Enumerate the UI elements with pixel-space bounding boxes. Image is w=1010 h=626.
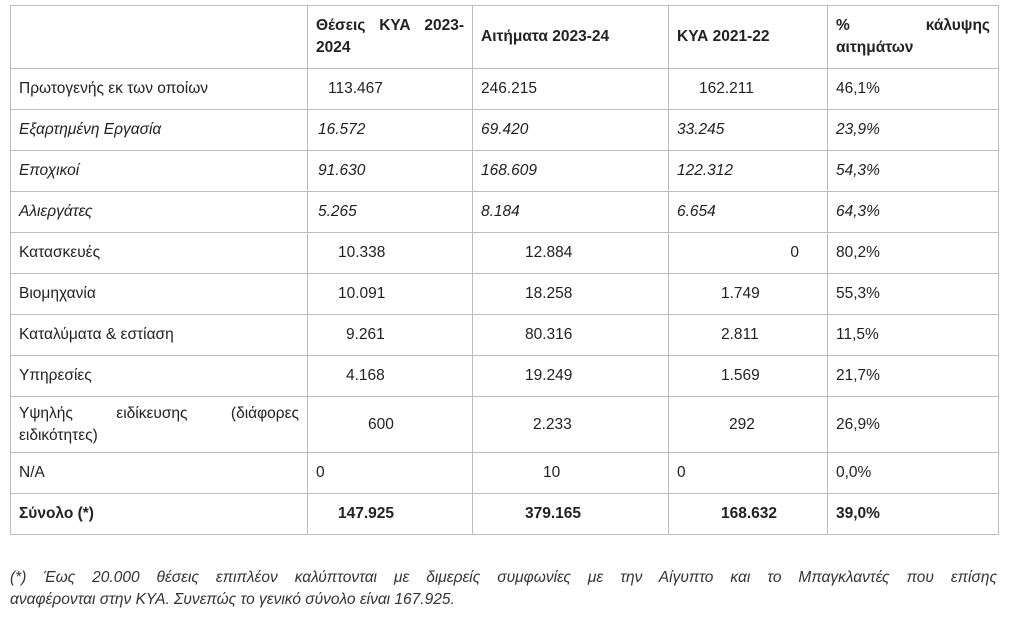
cell-pct: 21,7%	[827, 355, 999, 397]
cell-pct: 64,3%	[827, 191, 999, 233]
table-row: Αλιεργάτες 5.265 8.184 6.654 64,3%	[10, 191, 999, 233]
table-row: Καταλύματα & εστίαση 9.261 80.316 2.811 …	[10, 314, 999, 356]
cell-kya2324: 4.168	[307, 355, 473, 397]
cell-kya2324: 10.338	[307, 232, 473, 274]
table-row: Κατασκευές 10.338 12.884 0 80,2%	[10, 232, 999, 274]
cell-kya2324: 91.630	[307, 150, 473, 192]
cell-aitimata: 8.184	[472, 191, 669, 233]
cell-aitimata: 12.884	[472, 232, 669, 274]
cell-kya2122: 1.749	[668, 273, 828, 315]
cell-aitimata: 18.258	[472, 273, 669, 315]
cell-aitimata: 379.165	[472, 493, 669, 535]
header-empty	[10, 5, 308, 69]
cell-kya2122: 122.312	[668, 150, 828, 192]
footnote: (*) Έως 20.000 θέσεις επιπλέον καλύπτοντ…	[10, 567, 997, 611]
cell-kya2324: 147.925	[307, 493, 473, 535]
cell-kya2122: 0	[668, 452, 828, 494]
cell-aitimata: 10	[472, 452, 669, 494]
cell-pct: 54,3%	[827, 150, 999, 192]
cell-pct: 55,3%	[827, 273, 999, 315]
cell-pct: 26,9%	[827, 396, 999, 453]
cell-kya2324: 0	[307, 452, 473, 494]
cell-pct: 80,2%	[827, 232, 999, 274]
row-label: Καταλύματα & εστίαση	[10, 314, 308, 356]
cell-aitimata: 246.215	[472, 68, 669, 110]
cell-pct: 46,1%	[827, 68, 999, 110]
cell-aitimata: 168.609	[472, 150, 669, 192]
table-row: Εξαρτημένη Εργασία 16.572 69.420 33.245 …	[10, 109, 999, 151]
permits-table: Θέσεις ΚΥΑ 2023- 2024 Αιτήματα 2023-24 ΚΥ…	[10, 5, 999, 535]
cell-kya2122: 33.245	[668, 109, 828, 151]
row-label: Αλιεργάτες	[10, 191, 308, 233]
table-row: N/A 0 10 0 0,0%	[10, 452, 999, 494]
table-total-row: Σύνολο (*) 147.925 379.165 168.632 39,0%	[10, 493, 999, 535]
row-label: Πρωτογενής εκ των οποίων	[10, 68, 308, 110]
footnote-line-2: αναφέρονται στην ΚΥΑ. Συνεπώς το γενικό …	[10, 591, 455, 608]
cell-kya2122: 6.654	[668, 191, 828, 233]
cell-aitimata: 69.420	[472, 109, 669, 151]
cell-kya2122: 162.211	[668, 68, 828, 110]
row-label: Εξαρτημένη Εργασία	[10, 109, 308, 151]
cell-kya2324: 113.467	[307, 68, 473, 110]
row-label: Υψηλής ειδίκευσης (διάφορες ειδικότητες)	[10, 396, 308, 453]
table-row: Υψηλής ειδίκευσης (διάφορες ειδικότητες) …	[10, 396, 999, 453]
table-row: Πρωτογενής εκ των οποίων 113.467 246.215…	[10, 68, 999, 110]
cell-aitimata: 80.316	[472, 314, 669, 356]
cell-pct: 39,0%	[827, 493, 999, 535]
header-pct: % κάλυψης αιτημάτων	[827, 5, 999, 69]
cell-kya2122: 0	[668, 232, 828, 274]
row-label: Σύνολο (*)	[10, 493, 308, 535]
cell-kya2324: 600	[307, 396, 473, 453]
cell-kya2122: 1.569	[668, 355, 828, 397]
row-label: Βιομηχανία	[10, 273, 308, 315]
cell-kya2324: 9.261	[307, 314, 473, 356]
table-header-row: Θέσεις ΚΥΑ 2023- 2024 Αιτήματα 2023-24 ΚΥ…	[10, 5, 999, 69]
cell-kya2324: 5.265	[307, 191, 473, 233]
footnote-line-1: (*) Έως 20.000 θέσεις επιπλέον καλύπτοντ…	[10, 569, 997, 586]
cell-kya2122: 168.632	[668, 493, 828, 535]
cell-aitimata: 2.233	[472, 396, 669, 453]
table-row: Εποχικοί 91.630 168.609 122.312 54,3%	[10, 150, 999, 192]
table-row: Βιομηχανία 10.091 18.258 1.749 55,3%	[10, 273, 999, 315]
row-label: Εποχικοί	[10, 150, 308, 192]
cell-pct: 11,5%	[827, 314, 999, 356]
cell-pct: 0,0%	[827, 452, 999, 494]
cell-kya2324: 16.572	[307, 109, 473, 151]
row-label: Κατασκευές	[10, 232, 308, 274]
cell-aitimata: 19.249	[472, 355, 669, 397]
cell-kya2122: 2.811	[668, 314, 828, 356]
cell-kya2122: 292	[668, 396, 828, 453]
header-kya-2023-2024: Θέσεις ΚΥΑ 2023- 2024	[307, 5, 473, 69]
table-row: Υπηρεσίες 4.168 19.249 1.569 21,7%	[10, 355, 999, 397]
header-kya-2021-22: ΚΥΑ 2021-22	[668, 5, 828, 69]
row-label: Υπηρεσίες	[10, 355, 308, 397]
cell-pct: 23,9%	[827, 109, 999, 151]
header-aitimata: Αιτήματα 2023-24	[472, 5, 669, 69]
cell-kya2324: 10.091	[307, 273, 473, 315]
row-label: N/A	[10, 452, 308, 494]
